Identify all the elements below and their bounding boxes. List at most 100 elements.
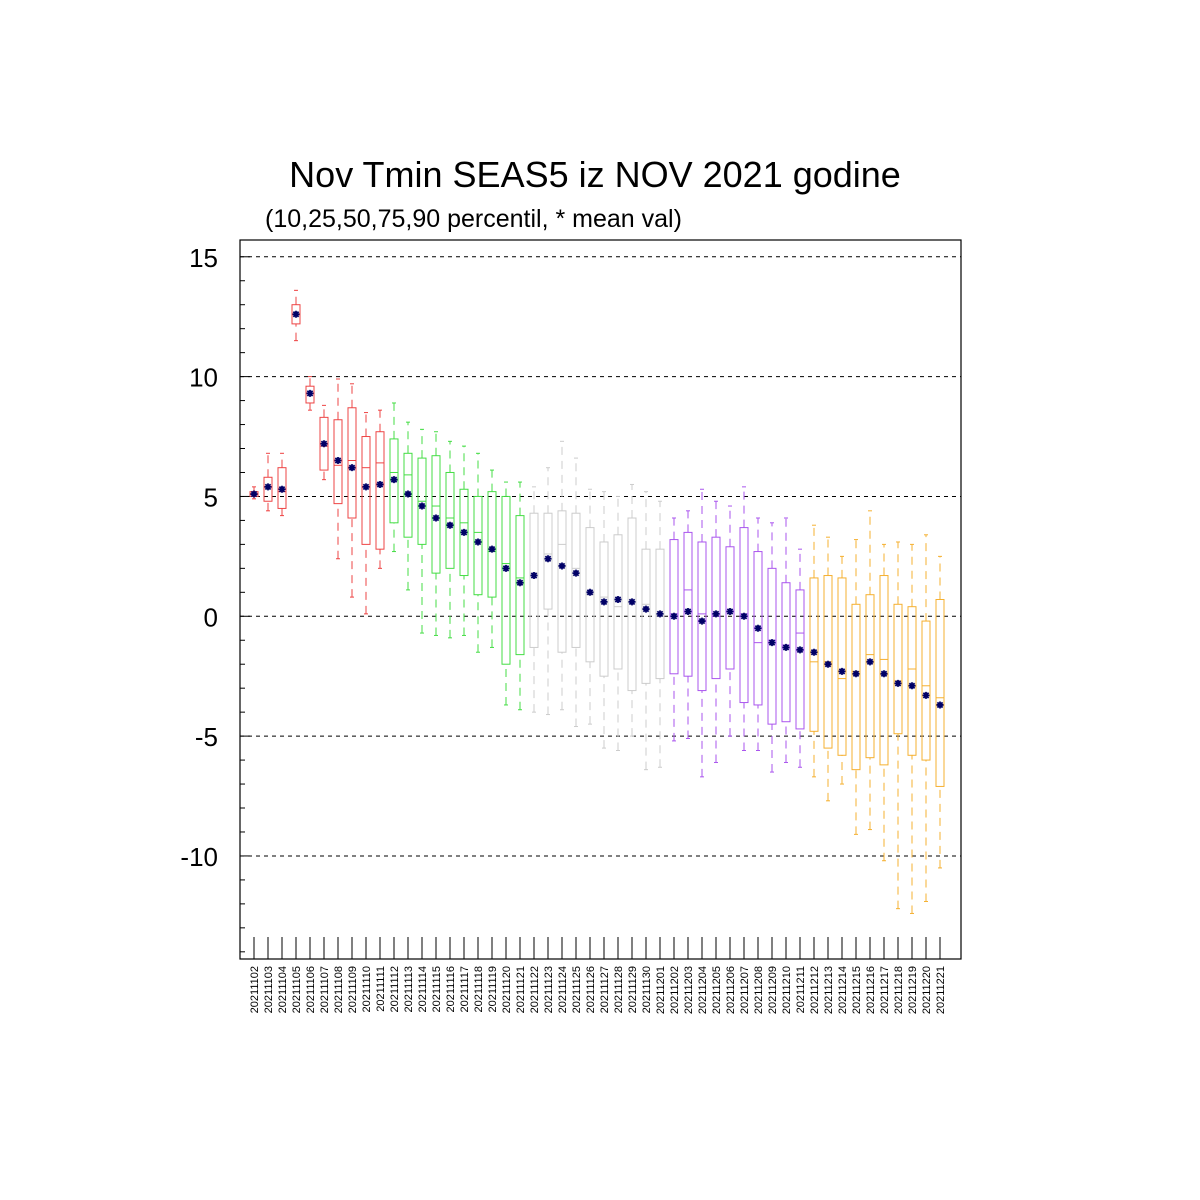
x-tick-label: 20211112 bbox=[389, 966, 401, 1013]
iqr-box bbox=[529, 512, 539, 648]
box-20211201 bbox=[655, 500, 665, 768]
mean-marker bbox=[922, 691, 930, 699]
mean-marker bbox=[572, 569, 580, 577]
boxes bbox=[249, 289, 945, 914]
x-tick-label: 20211206 bbox=[725, 966, 737, 1014]
x-tick-label: 20211126 bbox=[585, 966, 597, 1013]
box-20211122 bbox=[529, 486, 539, 713]
box-20211121 bbox=[515, 481, 525, 711]
y-tick-label: -5 bbox=[195, 722, 218, 752]
iqr-box bbox=[431, 455, 441, 574]
iqr-box bbox=[557, 510, 567, 653]
box-20211106 bbox=[305, 376, 315, 411]
x-tick-label: 20211108 bbox=[333, 966, 345, 1013]
mean-marker bbox=[516, 579, 524, 587]
iqr-box bbox=[459, 488, 469, 577]
iqr-box bbox=[277, 467, 287, 509]
box-20211203 bbox=[683, 510, 693, 740]
iqr-box bbox=[753, 551, 763, 706]
iqr-box bbox=[375, 431, 385, 550]
box-20211214 bbox=[837, 555, 847, 785]
x-tick-label: 20211127 bbox=[599, 966, 611, 1013]
mean-marker bbox=[250, 490, 258, 498]
iqr-box bbox=[879, 575, 889, 766]
iqr-box bbox=[361, 436, 371, 545]
mean-marker bbox=[768, 639, 776, 647]
y-tick-label: 15 bbox=[189, 243, 218, 273]
box-20211130 bbox=[641, 491, 651, 771]
mean-marker bbox=[796, 646, 804, 654]
iqr-box bbox=[487, 491, 497, 598]
x-tick-label: 20211202 bbox=[669, 966, 681, 1014]
mean-marker bbox=[614, 596, 622, 603]
iqr-box bbox=[403, 452, 413, 538]
box-20211219 bbox=[907, 543, 917, 914]
x-tick-label: 20211124 bbox=[557, 966, 569, 1013]
box-20211205 bbox=[711, 500, 721, 763]
box-20211117 bbox=[459, 445, 469, 636]
box-20211217 bbox=[879, 543, 889, 862]
x-tick-label: 20211102 bbox=[249, 966, 261, 1013]
box-20211115 bbox=[431, 431, 441, 636]
mean-marker bbox=[474, 538, 482, 546]
iqr-box bbox=[333, 419, 343, 505]
iqr-box bbox=[907, 606, 917, 756]
x-tick-label: 20211114 bbox=[417, 966, 429, 1013]
x-tick-label: 20211113 bbox=[403, 966, 415, 1013]
box-20211120 bbox=[501, 481, 511, 706]
x-tick-label: 20211117 bbox=[459, 966, 471, 1013]
mean-marker bbox=[502, 564, 510, 572]
box-20211213 bbox=[823, 536, 833, 802]
box-20211202 bbox=[669, 517, 679, 742]
box-20211127 bbox=[599, 491, 609, 749]
mean-marker bbox=[824, 660, 832, 668]
y-tick-label: 10 bbox=[189, 363, 218, 393]
box-20211125 bbox=[571, 457, 581, 728]
mean-marker bbox=[600, 598, 608, 606]
x-tick-label: 20211214 bbox=[837, 966, 849, 1014]
y-tick-label: -10 bbox=[180, 842, 218, 872]
mean-marker bbox=[656, 610, 664, 618]
x-tick-label: 20211204 bbox=[697, 966, 709, 1014]
iqr-box bbox=[627, 517, 637, 692]
iqr-box bbox=[543, 512, 553, 610]
mean-marker bbox=[726, 607, 734, 615]
x-tick-label: 20211120 bbox=[501, 966, 513, 1013]
y-axis-ticks: 15 10 5 0 -5 -10 bbox=[180, 243, 250, 872]
iqr-box bbox=[697, 541, 707, 692]
mean-marker bbox=[292, 310, 300, 318]
x-tick-label: 20211123 bbox=[543, 966, 555, 1013]
x-tick-label: 20211125 bbox=[571, 966, 583, 1013]
x-tick-label: 20211115 bbox=[431, 966, 443, 1013]
mean-marker bbox=[376, 480, 384, 488]
mean-marker bbox=[908, 682, 916, 690]
x-tick-label: 20211111 bbox=[375, 966, 387, 1012]
x-tick-label: 20211116 bbox=[445, 966, 457, 1013]
box-20211109 bbox=[347, 383, 357, 598]
mean-marker bbox=[320, 440, 328, 448]
mean-marker bbox=[264, 483, 272, 491]
iqr-box bbox=[347, 407, 357, 519]
mean-marker bbox=[866, 658, 874, 666]
mean-marker bbox=[334, 456, 342, 464]
x-tick-label: 20211119 bbox=[487, 966, 499, 1013]
iqr-box bbox=[795, 589, 805, 730]
mean-marker bbox=[782, 643, 790, 651]
mean-marker bbox=[754, 624, 762, 632]
x-tick-label: 20211110 bbox=[361, 966, 373, 1013]
box-20211207 bbox=[739, 486, 749, 751]
box-20211113 bbox=[403, 421, 413, 591]
iqr-box bbox=[809, 577, 819, 732]
iqr-box bbox=[319, 416, 329, 471]
box-20211105 bbox=[291, 289, 301, 342]
box-20211221 bbox=[935, 555, 945, 869]
box-20211108 bbox=[333, 378, 343, 560]
mean-marker bbox=[894, 679, 902, 687]
mean-marker bbox=[390, 476, 398, 484]
x-tick-label: 20211201 bbox=[655, 966, 667, 1014]
box-20211112 bbox=[389, 402, 399, 553]
box-20211123 bbox=[543, 467, 553, 716]
box-20211111 bbox=[375, 409, 385, 569]
box-20211210 bbox=[781, 517, 791, 763]
